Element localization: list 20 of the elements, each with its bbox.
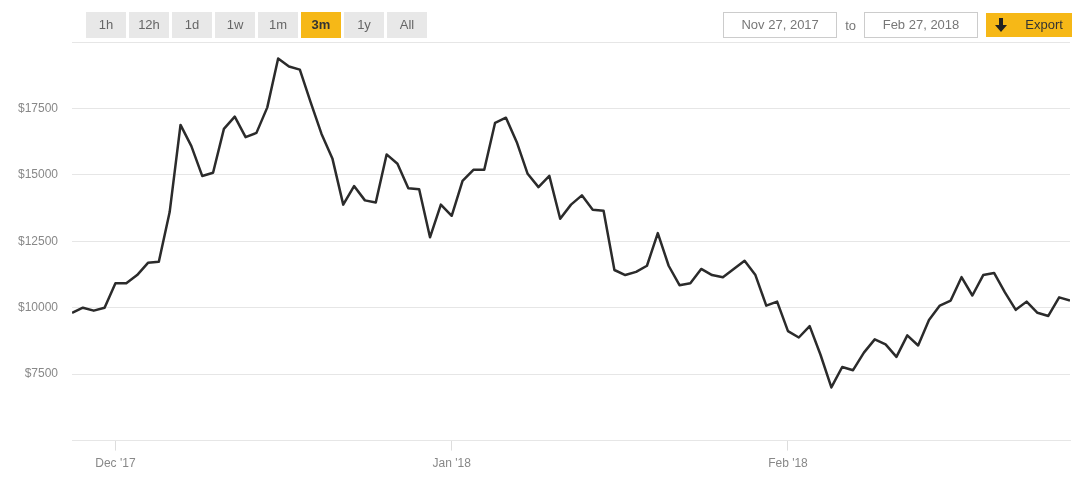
text: 1y [344,12,384,38]
y-tick-label: $10000 [18,300,59,315]
text: All [387,12,427,38]
x-tick-label: Feb '18 [768,456,809,471]
text: 1h [86,12,126,38]
text: Feb 27, 2018 [864,12,978,38]
y-tick-label: $15000 [18,167,59,182]
text: 1d [172,12,212,38]
text: 3m [301,12,341,38]
text: to [845,17,856,33]
text: Nov 27, 2017 [723,12,838,38]
x-tick-label: Jan '18 [432,456,472,471]
text: Export [1025,16,1063,34]
y-tick-label: $17500 [18,100,59,115]
text: 1m [258,12,298,38]
text: 1w [215,12,255,38]
x-tick-label: Dec '17 [95,456,136,471]
text: 12h [129,12,169,38]
y-tick-label: $12500 [18,233,59,248]
y-tick-label: $7500 [24,366,59,381]
